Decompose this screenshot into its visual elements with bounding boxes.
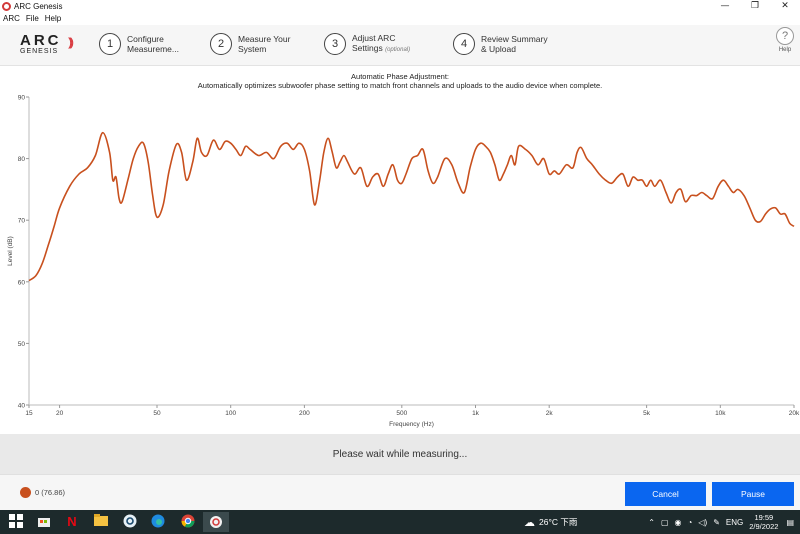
x-tick-label: 5k [643,410,651,417]
menu-file[interactable]: File [25,14,39,23]
step-label: Configure Measureme... [127,34,179,54]
cancel-button[interactable]: Cancel [625,482,706,506]
step-label: Adjust ARC Settings (optional) [352,33,411,53]
help-label: Help [778,47,792,53]
step-number: 1 [99,33,121,55]
window-title: ARC Genesis [14,2,63,11]
step-label: Measure Your System [238,34,291,54]
system-tray: ⌃ ▢ ◉ ◔ ◁) ✎ ENG 19:59 2/9/2022 ▤ [648,510,800,534]
arc-icon[interactable] [203,512,229,532]
status-bar: Please wait while measuring... [0,434,800,474]
edge-icon[interactable] [150,514,166,530]
help-button[interactable]: ? Help [774,27,796,53]
y-tick-label: 80 [18,156,26,163]
step-number: 3 [324,33,346,55]
x-tick-label: 10k [715,410,726,417]
clock[interactable]: 19:59 2/9/2022 [749,513,779,531]
notification-icon[interactable]: ▤ [786,517,794,527]
status-message: Please wait while measuring... [332,448,468,460]
tray-wechat-icon[interactable]: ◉ [674,517,682,527]
y-tick-label: 60 [18,279,26,286]
x-tick-label: 1k [472,410,480,417]
restore-button[interactable]: ❐ [750,1,760,11]
chrome-icon[interactable] [180,514,196,530]
x-tick-label: 2k [546,410,554,417]
x-tick-label: 15 [25,410,33,417]
wizard-step-2[interactable]: 2 Measure Your System [210,33,290,55]
wifi-icon[interactable]: ◔ [687,517,693,527]
footer: 0 (76.86) Cancel Pause [0,474,800,510]
x-tick-label: 20k [789,410,800,417]
wizard-step-1[interactable]: 1 Configure Measureme... [99,33,179,55]
app-icon [2,2,11,11]
language-indicator[interactable]: ENG [725,517,744,527]
minimize-button[interactable]: — [720,1,730,11]
zoom-icon[interactable] [122,514,138,530]
wizard-step-4[interactable]: 4 Review Summary & Upload [453,33,548,55]
chart-title: Automatic Phase Adjustment: Automaticall… [197,72,603,90]
windows-icon[interactable] [8,514,24,530]
y-tick-label: 70 [18,218,26,225]
x-tick-label: 100 [225,410,236,417]
x-tick-label: 50 [153,410,161,417]
y-tick-label: 40 [18,403,26,410]
chevron-up-icon[interactable]: ⌃ [648,517,655,527]
step-number: 2 [210,33,232,55]
help-icon: ? [776,27,794,45]
measurement-chart: Automatic Phase Adjustment: Automaticall… [0,66,800,434]
step-label: Review Summary & Upload [481,34,548,54]
title-bar: ARC Genesis — ❐ ✕ [0,0,800,13]
step-number: 4 [453,33,475,55]
y-tick-label: 50 [18,341,26,348]
window-controls: — ❐ ✕ [710,0,800,13]
weather-widget[interactable]: ☁ 26°C 下雨 [524,510,577,534]
wizard-step-3[interactable]: 3 Adjust ARC Settings (optional) [324,33,410,55]
legend: 0 (76.86) [20,487,65,498]
arc-genesis-logo: ARC GENESIS ))) [20,32,74,55]
pause-button[interactable]: Pause [712,482,794,506]
series-line-0 [28,131,795,282]
netflix-icon[interactable]: N [67,514,77,529]
store-icon[interactable] [36,514,52,530]
y-tick-label: 90 [18,95,26,102]
speaker-icon[interactable]: ◁) [698,517,708,527]
menu-bar: ARC File Help [0,13,64,25]
menu-help[interactable]: Help [44,14,62,23]
x-tick-label: 200 [299,410,310,417]
explorer-icon[interactable] [93,514,109,530]
tray-app-icon[interactable]: ▢ [660,517,669,527]
legend-color-dot [20,487,31,498]
sound-waves-icon: ))) [68,35,74,49]
weather-text: 26°C 下雨 [539,517,578,527]
x-tick-label: 20 [56,410,64,417]
legend-text: 0 (76.86) [35,488,66,497]
menu-arc[interactable]: ARC [3,14,20,23]
frequency-response-plot: 40 50 60 70 80 90 15 20 50 100 200 500 1k 2k 5k 10k 20k F… [7,95,800,429]
wizard-header: ARC GENESIS ))) 1 Configure Measureme... … [0,25,800,66]
cloud-rain-icon: ☁ [524,516,535,529]
x-tick-label: 500 [396,410,407,417]
close-button[interactable]: ✕ [781,1,789,11]
x-axis-label: Frequency (Hz) [389,421,434,428]
y-axis-label: Level (dB) [7,236,14,266]
taskbar: N ☁ 26°C 下雨 ⌃ ▢ ◉ ◔ ◁) ✎ ENG 19:59 2/9/2… [0,510,800,534]
pen-icon[interactable]: ✎ [713,517,720,527]
